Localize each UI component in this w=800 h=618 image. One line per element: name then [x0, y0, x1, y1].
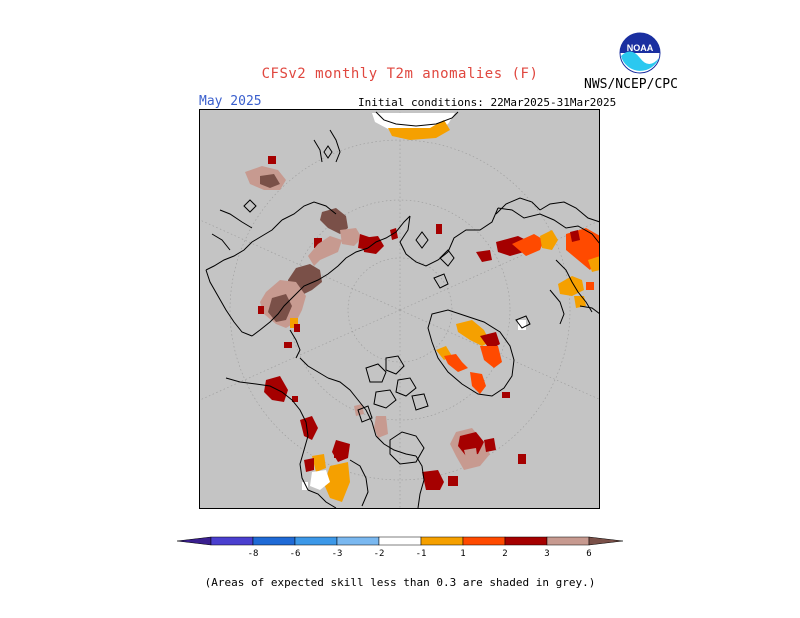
legend-label: 3: [544, 549, 549, 559]
legend-arrow-right: [588, 536, 624, 546]
legend-swatch: [462, 536, 506, 546]
legend-swatch: [420, 536, 464, 546]
legend-swatch: [546, 536, 590, 546]
skill-footnote: (Areas of expected skill less than 0.3 a…: [204, 576, 596, 589]
color-legend: -8-6-3-2-112368: [175, 533, 634, 563]
polar-anomaly-map: [199, 109, 600, 509]
legend-label: 1: [460, 549, 465, 559]
organization-label: NWS/NCEP/CPC: [584, 77, 678, 92]
legend-swatch: [294, 536, 338, 546]
legend-arrow-left: [176, 536, 212, 546]
legend-swatch: [378, 536, 422, 546]
legend-label: -1: [416, 549, 427, 559]
legend-bar: -8-6-3-2-112368: [176, 536, 634, 559]
legend-swatch: [210, 536, 254, 546]
map-canvas: [200, 110, 599, 508]
map-title: CFSv2 monthly T2m anomalies (F): [261, 66, 539, 82]
legend-label: -2: [374, 549, 385, 559]
logo-text: NOAA: [627, 43, 654, 53]
forecast-month: May 2025: [199, 94, 262, 109]
legend-swatch: [252, 536, 296, 546]
initial-conditions: Initial conditions: 22Mar2025-31Mar2025: [358, 96, 617, 109]
legend-label: -8: [248, 549, 259, 559]
legend-label: -3: [332, 549, 343, 559]
legend-swatch: [504, 536, 548, 546]
graticule: [200, 110, 599, 508]
legend-label: -6: [290, 549, 301, 559]
noaa-logo: NOAA: [619, 32, 661, 74]
legend-label: 6: [586, 549, 591, 559]
anomaly-patches: [245, 113, 599, 502]
coastlines: [205, 111, 599, 508]
legend-swatch: [336, 536, 380, 546]
legend-label: 2: [502, 549, 507, 559]
